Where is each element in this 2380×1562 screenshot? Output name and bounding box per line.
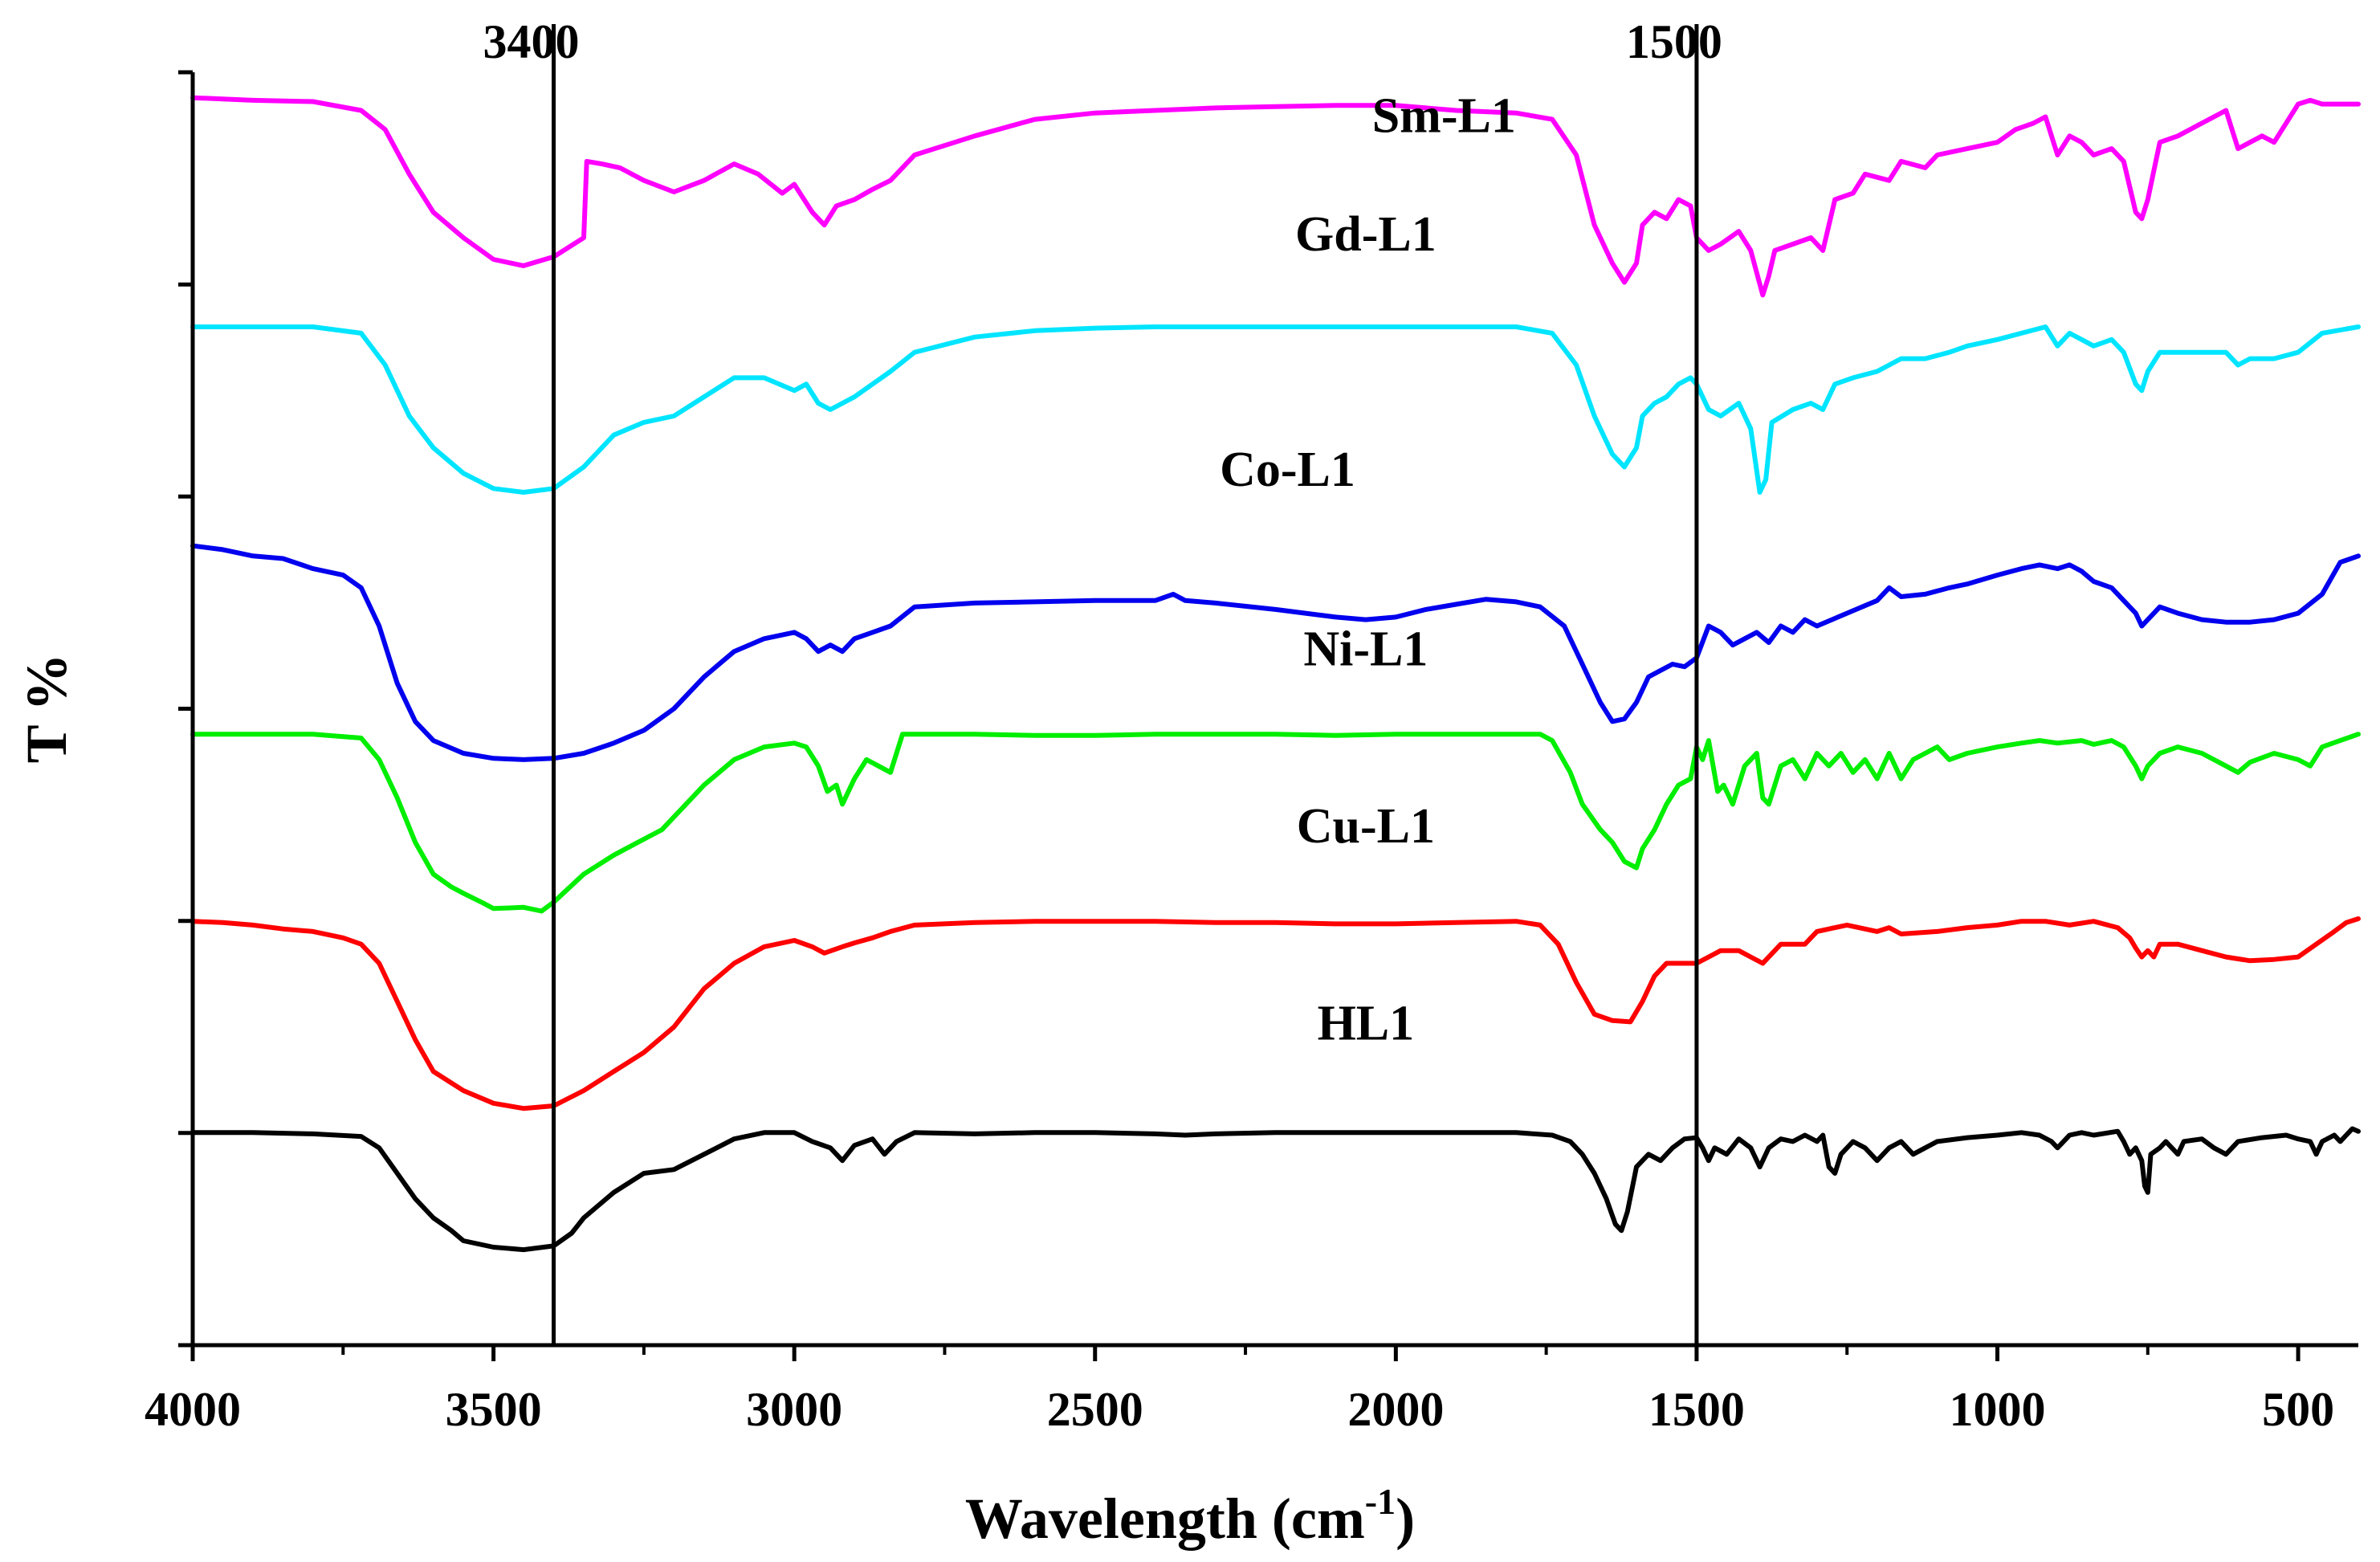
x-tick-label-500: 500 — [2262, 1383, 2334, 1436]
x-axis-label: Wavelength (cm-1) — [965, 1481, 1415, 1551]
spectra-layer — [190, 95, 2361, 1253]
x-tick-label-3000: 3000 — [746, 1383, 842, 1436]
x-tick-label-1000: 1000 — [1950, 1383, 2046, 1436]
reference-lines-layer: 3400 1500 — [483, 15, 1722, 1345]
series-line-cu-l1 — [190, 916, 2361, 1111]
reference-line-label-1500: 1500 — [1626, 15, 1722, 68]
x-tick-label-1500: 1500 — [1648, 1383, 1745, 1436]
series-labels-layer: Sm-L1 Gd-L1 Co-L1 Ni-L1 Cu-L1 HL1 — [1220, 88, 1516, 1050]
x-tick-label-2500: 2500 — [1047, 1383, 1143, 1436]
x-tick-label-2000: 2000 — [1347, 1383, 1444, 1436]
series-line-sm-l1 — [190, 95, 2361, 298]
x-axis-label-superscript: -1 — [1365, 1481, 1396, 1522]
series-label-gd-l1: Gd-L1 — [1295, 207, 1437, 262]
x-tick-label-4000: 4000 — [145, 1383, 241, 1436]
series-label-hl1: HL1 — [1318, 997, 1415, 1051]
series-label-cu-l1: Cu-L1 — [1297, 799, 1435, 854]
series-line-co-l1 — [190, 543, 2361, 762]
series-label-co-l1: Co-L1 — [1220, 442, 1355, 497]
series-line-ni-l1 — [190, 732, 2361, 914]
ticks-layer: 4000 3500 3000 2500 2000 1500 1000 500 — [145, 70, 2334, 1436]
x-axis-label-close: ) — [1396, 1487, 1415, 1551]
x-axis-label-main: Wavelength (cm — [965, 1487, 1365, 1551]
series-label-sm-l1: Sm-L1 — [1372, 88, 1516, 143]
x-tick-label-3500: 3500 — [446, 1383, 542, 1436]
reference-line-label-3400: 3400 — [483, 15, 580, 68]
series-line-hl1 — [190, 1126, 2361, 1253]
series-line-gd-l1 — [190, 324, 2361, 495]
series-label-ni-l1: Ni-L1 — [1303, 622, 1428, 677]
y-axis-label: T % — [14, 654, 79, 764]
